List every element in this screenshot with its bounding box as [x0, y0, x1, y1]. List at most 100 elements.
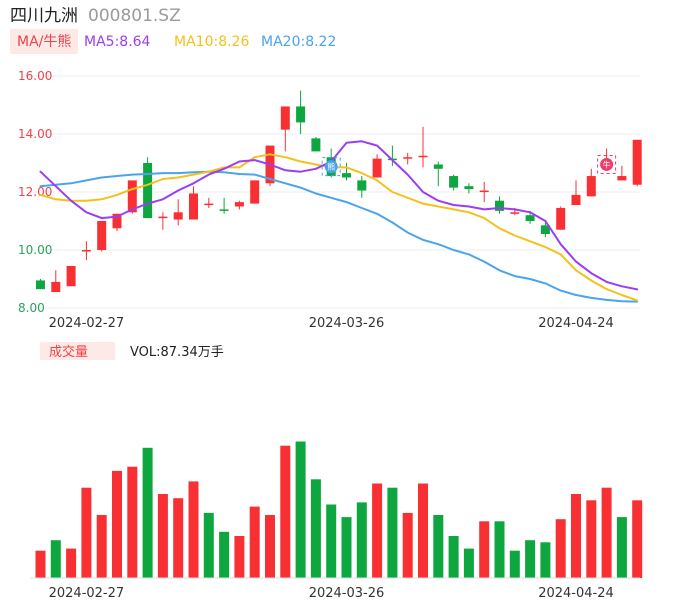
volume-badge-bg [40, 342, 115, 360]
candle-body [66, 265, 76, 287]
candle [280, 106, 290, 152]
candle-body [158, 216, 168, 219]
volume-bar [234, 536, 245, 578]
candle-body [617, 176, 627, 181]
candle [97, 221, 107, 252]
volume-bar [81, 487, 92, 578]
candle-body [571, 194, 581, 206]
candle-body [280, 106, 290, 130]
candle [234, 200, 244, 210]
candle-body [433, 164, 443, 169]
candle-body [449, 176, 459, 188]
candle-body [97, 221, 107, 250]
bull-signal-icon-frame [597, 154, 617, 174]
volume-bar [142, 447, 153, 578]
volume-x-tick-label: 2024-02-27 [49, 586, 125, 601]
volume-bar [295, 441, 306, 578]
indicator-badge-bg [10, 29, 78, 54]
volume-bar [463, 548, 474, 578]
volume-bar [509, 550, 520, 578]
volume-bar [203, 512, 214, 578]
candle-body [234, 202, 244, 207]
candle [449, 174, 459, 191]
candle [571, 180, 581, 206]
candle [632, 139, 642, 187]
volume-indicator-badge[interactable]: 成交量 [49, 344, 88, 360]
candle-body [632, 139, 642, 185]
stock-name: 四川九洲 [10, 6, 78, 26]
volume-bar [448, 536, 459, 578]
volume-bar [632, 500, 643, 578]
candle-body [525, 215, 535, 221]
candle-body [219, 209, 229, 211]
volume-bar [586, 500, 597, 578]
volume-bar [157, 494, 168, 578]
candle-body [127, 180, 137, 213]
volume-bar [188, 481, 199, 578]
candle-body [173, 212, 183, 220]
bull-signal-icon-label: 牛 [603, 159, 611, 169]
candle [204, 197, 214, 208]
candle [495, 196, 504, 214]
volume-bar [310, 479, 321, 578]
candle [81, 241, 91, 261]
candle [372, 154, 382, 178]
candle-body [36, 280, 45, 290]
ma10-line [39, 153, 639, 302]
volume-bar [326, 504, 337, 578]
price-y-tick-label: 14.00 [18, 127, 52, 141]
bull-signal-icon: 牛 [597, 154, 617, 174]
volume-bar [173, 498, 184, 578]
ma20-legend: MA20:8.22 [261, 34, 336, 50]
bear-signal-icon-label: 熊 [327, 162, 335, 172]
candle-body [510, 212, 520, 214]
volume-bar [249, 506, 260, 578]
volume-bar [479, 521, 490, 578]
volume-x-tick-label: 2024-03-26 [309, 586, 385, 601]
indicator-badge[interactable]: MA/牛熊 [17, 34, 71, 50]
candle [250, 180, 260, 204]
candle-body [342, 173, 351, 178]
volume-bar [601, 487, 612, 578]
candle [556, 206, 566, 230]
volume-bar [341, 517, 352, 578]
candle [433, 161, 443, 187]
candle-body [112, 213, 122, 229]
candle-body [143, 163, 153, 219]
price-x-tick-label: 2024-04-24 [538, 316, 614, 331]
volume-bar [50, 540, 61, 578]
volume-bar [402, 512, 413, 578]
ma5-line [39, 140, 639, 291]
volume-bar [35, 550, 46, 578]
bull-signal-icon-dot [600, 157, 614, 171]
price-y-tick-label: 10.00 [18, 243, 52, 257]
price-x-tick-label: 2024-02-27 [49, 316, 125, 331]
candle [617, 165, 627, 181]
candle [36, 279, 45, 290]
price-grid [30, 75, 640, 309]
candle [127, 180, 137, 214]
candle-body [204, 203, 214, 206]
candle-body [540, 225, 550, 235]
candle [418, 126, 428, 168]
candle [143, 157, 153, 219]
volume-bar [280, 445, 291, 578]
candle [158, 212, 168, 230]
candle [342, 163, 351, 181]
candle-body [586, 176, 596, 197]
volume-legend: VOL:87.34万手 [130, 345, 224, 360]
candle-body [357, 180, 367, 191]
volume-bar [433, 515, 444, 578]
ma10-legend: MA10:8.26 [174, 34, 249, 50]
volume-x-axis-labels: 2024-02-27 2024-03-26 2024-04-24 [49, 586, 614, 601]
candle [51, 270, 61, 293]
volume-bar [265, 515, 275, 578]
volume-bar [540, 542, 551, 578]
candle-body [495, 200, 504, 211]
candle [357, 176, 367, 198]
candle-body [250, 180, 260, 204]
volume-bar [418, 483, 428, 578]
